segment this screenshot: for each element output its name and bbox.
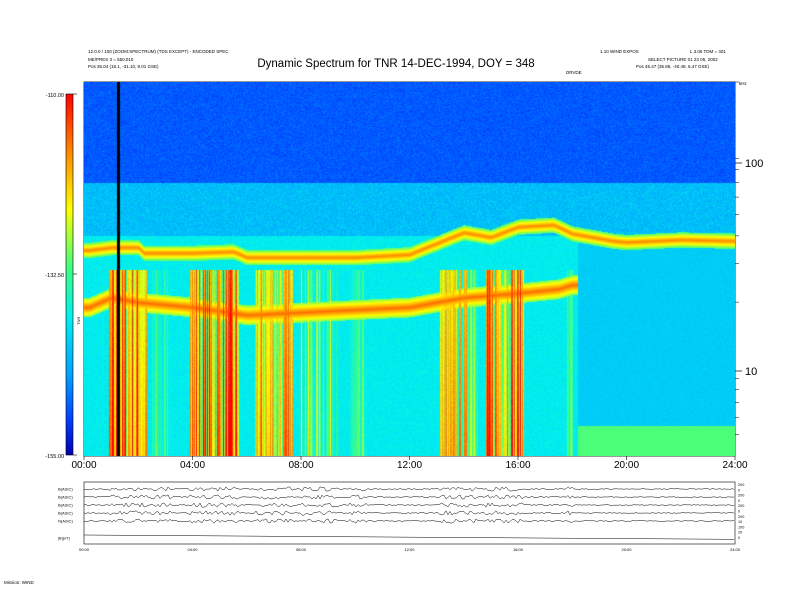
panel-label: N(ASIC) bbox=[58, 519, 74, 524]
time-tick-label: 16:00 bbox=[505, 460, 530, 471]
panel-time-label: 24:00 bbox=[730, 547, 741, 552]
time-tick-label: 08:00 bbox=[288, 460, 313, 471]
panel-time-label: 08:00 bbox=[296, 547, 307, 552]
panel-right-tick: 100 bbox=[738, 525, 744, 529]
panel-trace bbox=[83, 518, 735, 524]
left-header-line-2: ME/PRES 3 = 650.010 bbox=[88, 57, 134, 62]
time-tick-label: 12:00 bbox=[397, 460, 422, 471]
panel-right-tick: 0 bbox=[738, 510, 740, 514]
panel-time-label: 00:00 bbox=[79, 547, 90, 552]
time-series-panels: B(ASIC) B(ASIC) B(ASIC) B(ASIC) N(ASIC) |B|(n… bbox=[58, 481, 744, 552]
time-tick-label: 20:00 bbox=[614, 460, 639, 471]
left-header-line-1: 12.0.0 / 100 (ZOOM:SPECTRUM) (TDS EXCEPT… bbox=[88, 49, 229, 54]
panel-trace bbox=[83, 502, 735, 508]
frequency-unit-label: kHz bbox=[739, 81, 747, 86]
panel-right-tick: 0 bbox=[738, 488, 740, 492]
right-header-line-1: 1.10 WIND EXPOS bbox=[600, 49, 639, 54]
right-header-line-1b: L 3.06 TDM = 401 bbox=[690, 49, 726, 54]
colorbar bbox=[65, 93, 74, 456]
frequency-axis: kHz 100 10 bbox=[735, 81, 763, 435]
panel-trace bbox=[83, 494, 735, 500]
panel-time-label: 04:00 bbox=[187, 547, 198, 552]
frequency-tick-100: 100 bbox=[745, 158, 763, 170]
footer-label: Mission: WIND bbox=[4, 580, 34, 585]
right-position-readout: Pos 45.47 (35.85, -40.48, 6.47 GSE) bbox=[636, 64, 710, 69]
time-axis: 00:00 04:00 08:00 12:00 16:00 20:00 24:00 bbox=[71, 456, 748, 471]
panel-right-tick: 200 bbox=[738, 504, 744, 508]
panel-right-tick: 200 bbox=[738, 494, 744, 498]
event-marker-label: DRVDE bbox=[566, 70, 582, 75]
panel-right-tick: 10 bbox=[738, 520, 742, 524]
colorbar-bottom-label: -155.00 bbox=[45, 454, 64, 460]
panel-right-tick: 200 bbox=[738, 483, 744, 487]
panel-trace bbox=[83, 510, 735, 516]
left-position-readout: Pos 35.04 (18.1, -31.10, 8.01 GSE) bbox=[88, 64, 159, 69]
colorbar-unit-label: TNR bbox=[76, 317, 81, 325]
panel-label: |B|(nT) bbox=[58, 536, 71, 541]
panel-label: B(ASIC) bbox=[58, 487, 73, 492]
panel-label: B(ASIC) bbox=[58, 511, 73, 516]
chart-title: Dynamic Spectrum for TNR 14-DEC-1994, DO… bbox=[257, 58, 535, 70]
spectrogram-heatmap bbox=[84, 82, 735, 456]
panel-right-tick: 0 bbox=[738, 499, 740, 503]
panel-right-tick: 200 bbox=[738, 515, 744, 519]
time-tick-label: 00:00 bbox=[71, 460, 96, 471]
panel-right-tick: 20 bbox=[738, 531, 742, 535]
panel-label: B(ASIC) bbox=[58, 503, 73, 508]
panel-time-label: 16:00 bbox=[513, 547, 524, 552]
colorbar-top-label: -110.00 bbox=[46, 93, 64, 99]
frequency-tick-10: 10 bbox=[745, 366, 757, 378]
panel-right-tick: 0 bbox=[738, 536, 740, 540]
panel-trace bbox=[83, 486, 735, 492]
time-tick-label: 04:00 bbox=[180, 460, 205, 471]
panel-trace bbox=[83, 534, 735, 540]
right-header-line-2: SELECT PICTURE 01 23 05, 2002 bbox=[648, 57, 718, 62]
time-tick-label: 24:00 bbox=[722, 460, 747, 471]
panel-time-label: 12:00 bbox=[404, 547, 415, 552]
colorbar-mid-label: -132.50 bbox=[45, 273, 64, 279]
panel-time-label: 20:00 bbox=[621, 547, 632, 552]
panel-label: B(ASIC) bbox=[58, 495, 73, 500]
